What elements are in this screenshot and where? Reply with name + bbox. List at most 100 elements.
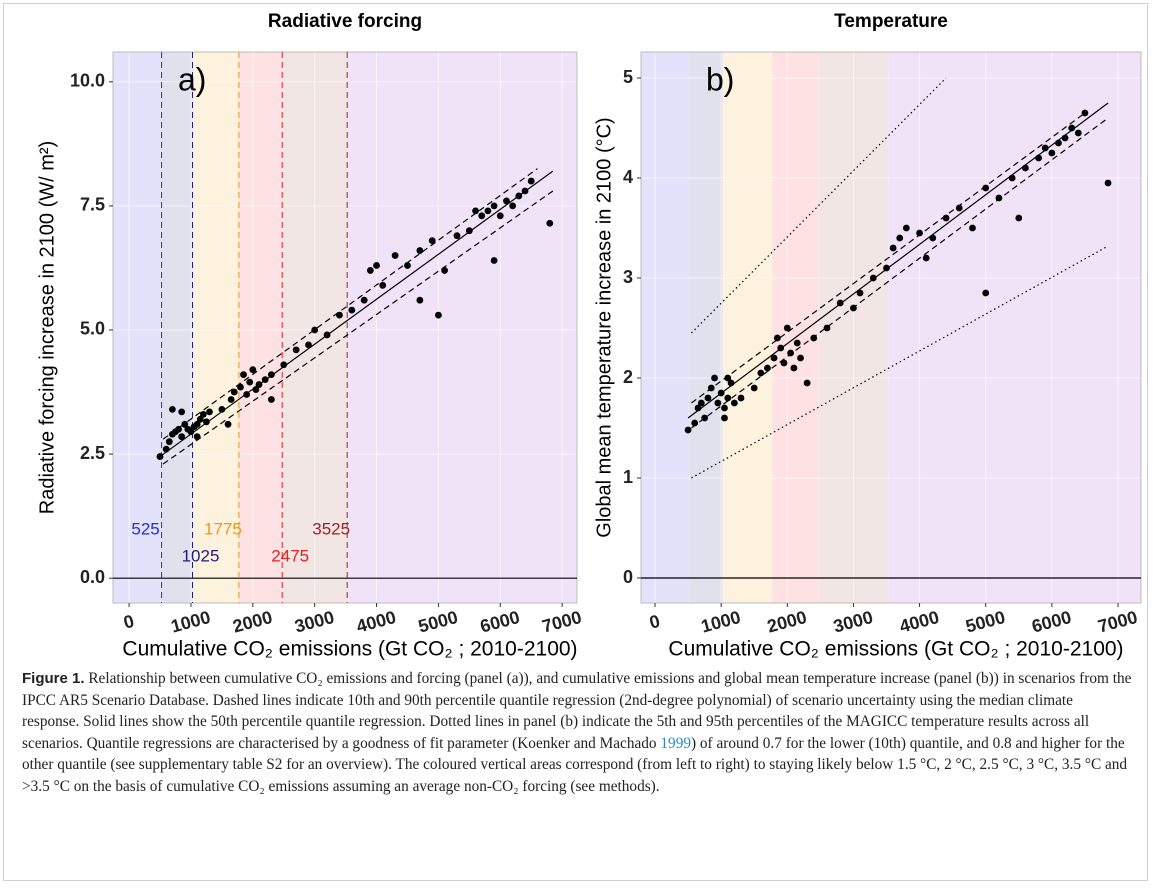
band <box>888 52 1141 603</box>
point <box>1081 109 1089 117</box>
point <box>1068 124 1076 132</box>
point <box>1048 149 1056 157</box>
point <box>404 262 411 269</box>
point <box>750 384 758 392</box>
point <box>218 406 226 413</box>
regression-line <box>159 170 554 458</box>
x-axis-label: Cumulative CO₂ emissions (Gt CO₂ ; 2010-… <box>668 638 1123 661</box>
point <box>193 433 201 441</box>
point <box>237 383 244 391</box>
point <box>267 396 275 403</box>
y-tick-label: 2.5 <box>80 443 105 463</box>
point <box>850 304 857 312</box>
point <box>373 262 380 269</box>
point <box>721 404 728 412</box>
point <box>1015 214 1023 222</box>
point <box>193 420 201 428</box>
x-tick-label: 0 <box>121 611 136 633</box>
point <box>783 324 791 332</box>
point <box>515 192 523 200</box>
caption: Figure 1. Relationship between cumulativ… <box>22 668 1134 798</box>
point <box>684 426 692 434</box>
point <box>305 341 312 349</box>
point <box>922 254 930 262</box>
band <box>238 52 283 603</box>
point <box>484 207 492 215</box>
y-tick-label: 2 <box>623 367 633 387</box>
point <box>1008 174 1016 182</box>
caption-label: Figure 1. <box>22 670 85 687</box>
point <box>224 420 232 428</box>
x-tick-label: 4000 <box>897 607 941 637</box>
point <box>165 438 173 446</box>
threshold-label: 1025 <box>182 546 220 565</box>
point <box>810 334 818 342</box>
point <box>230 388 238 396</box>
point <box>1061 134 1069 142</box>
regression-line <box>691 245 1109 479</box>
band <box>722 52 773 603</box>
point <box>694 404 702 412</box>
x-tick-label: 0 <box>647 611 662 633</box>
point <box>737 394 745 402</box>
frame <box>3 3 1148 881</box>
point <box>453 232 461 240</box>
point <box>969 224 976 232</box>
x-tick-label: 2000 <box>765 607 809 637</box>
y-tick-label: 5.0 <box>80 319 105 339</box>
point <box>527 177 535 185</box>
point <box>777 344 785 352</box>
panel-label: a) <box>178 61 206 97</box>
point <box>982 184 990 192</box>
point <box>1055 139 1062 147</box>
band <box>347 52 577 603</box>
y-tick-label: 3 <box>623 267 633 287</box>
point <box>1074 129 1082 137</box>
point <box>711 374 718 382</box>
point <box>465 227 473 235</box>
point <box>360 296 368 304</box>
point <box>503 197 510 205</box>
y-axis-label: Radiative forcing increase in 2100 (W/ m… <box>36 141 58 514</box>
point <box>175 425 182 433</box>
point <box>311 326 319 334</box>
chart-title: Radiative forcing <box>268 11 422 32</box>
threshold-label: 3525 <box>312 519 350 538</box>
y-axis-label: Global mean temperature increase in 2100… <box>593 117 615 537</box>
point <box>490 257 498 264</box>
point <box>546 219 554 227</box>
point <box>717 389 725 397</box>
point <box>521 187 529 195</box>
point <box>196 415 204 423</box>
point <box>509 202 517 210</box>
y-tick-label: 5 <box>623 67 633 87</box>
threshold-label: 1775 <box>204 519 242 538</box>
point <box>366 267 374 274</box>
threshold-label: 2475 <box>271 546 309 565</box>
band <box>689 52 723 603</box>
point <box>797 354 804 362</box>
point <box>416 296 424 304</box>
point <box>391 252 399 259</box>
x-tick-label: 6000 <box>478 607 522 637</box>
point <box>942 214 950 222</box>
point <box>701 414 709 422</box>
point <box>780 359 788 367</box>
point <box>435 311 442 319</box>
point <box>790 364 798 372</box>
point <box>757 369 765 377</box>
x-axis-label: Cumulative CO₂ emissions (Gt CO₂ ; 2010-… <box>122 638 577 661</box>
y-tick-label: 4 <box>623 167 633 187</box>
point <box>280 361 288 369</box>
y-tick-label: 0 <box>623 567 633 587</box>
point <box>227 396 235 403</box>
point <box>181 420 189 428</box>
threshold-label: 525 <box>131 519 159 538</box>
caption-link[interactable]: 1999 <box>660 734 691 752</box>
point <box>714 399 722 407</box>
panel-label: b) <box>706 61 734 97</box>
point <box>916 229 923 237</box>
point <box>724 394 732 402</box>
point <box>206 408 213 416</box>
